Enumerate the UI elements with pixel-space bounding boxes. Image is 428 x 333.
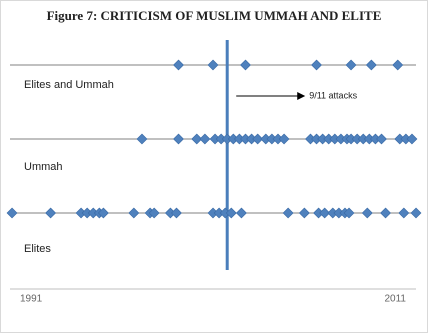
- point: [361, 207, 373, 219]
- point: [6, 207, 18, 219]
- point: [345, 59, 357, 71]
- point: [392, 59, 404, 71]
- point: [410, 207, 422, 219]
- point: [128, 207, 140, 219]
- event-label: 9/11 attacks: [309, 90, 357, 100]
- point: [282, 207, 294, 219]
- point: [376, 133, 387, 145]
- point: [97, 207, 109, 219]
- point: [240, 59, 251, 71]
- point: [235, 207, 247, 219]
- point: [45, 207, 57, 219]
- chart-title: Figure 7: CRITICISM OF MUSLIM UMMAH AND …: [47, 8, 382, 23]
- x-tick-label: 1991: [20, 294, 43, 305]
- point: [319, 207, 331, 219]
- row-label: Elites and Ummah: [24, 79, 114, 91]
- point: [365, 59, 377, 71]
- row-label: Ummah: [24, 161, 63, 173]
- point: [136, 133, 148, 145]
- point: [225, 207, 237, 219]
- point: [298, 207, 310, 219]
- event-arrowhead: [297, 92, 306, 100]
- point: [380, 207, 391, 219]
- point: [191, 133, 203, 145]
- point: [173, 133, 184, 145]
- point: [343, 207, 355, 219]
- point: [199, 133, 211, 145]
- point: [173, 59, 184, 71]
- point: [398, 207, 410, 219]
- point: [252, 133, 264, 145]
- point: [148, 207, 160, 219]
- point: [207, 59, 219, 71]
- point: [278, 133, 290, 145]
- x-tick-label: 2011: [384, 294, 406, 305]
- row-label: Elites: [24, 243, 51, 255]
- point: [406, 133, 418, 145]
- point: [311, 59, 322, 71]
- point: [171, 207, 182, 219]
